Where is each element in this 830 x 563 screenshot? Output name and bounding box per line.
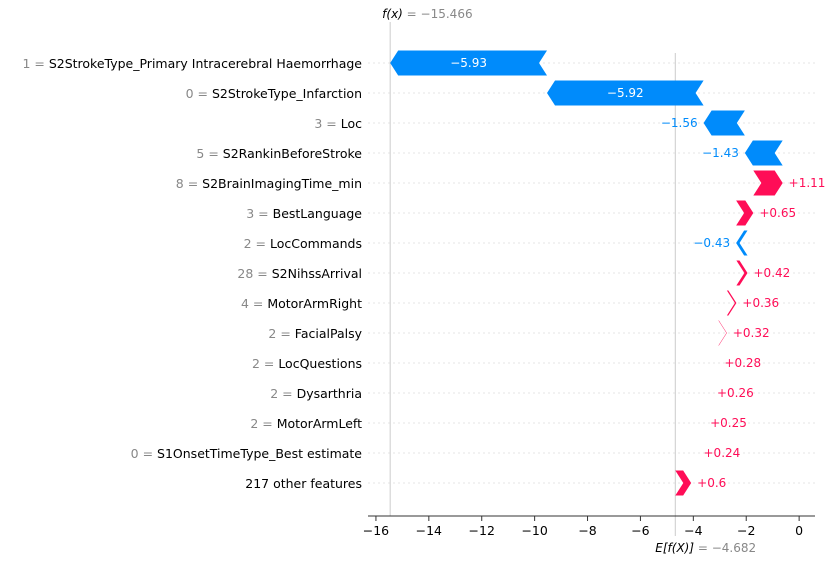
- feature-name: S2RankinBeforeStroke: [223, 146, 363, 161]
- contribution-bars: −5.93 −5.92 −1.56 −1.43 +1.11 +0.65 −0.43 +0.42…: [390, 50, 826, 496]
- bar-value-label: +1.11: [789, 176, 826, 190]
- fx-annotation: f(x) = −15.466: [382, 7, 472, 21]
- bar-value-label: −5.93: [450, 56, 487, 70]
- feature-name: S2StrokeType_Infarction: [212, 86, 362, 101]
- contribution-bar: [744, 140, 783, 166]
- feature-value: 0 =: [131, 446, 157, 461]
- feature-label: 2 = Dysarthria: [270, 386, 362, 401]
- contribution-bar: [675, 470, 692, 496]
- bar-value-label: +0.26: [717, 386, 754, 400]
- bar-value-label: −1.56: [661, 116, 698, 130]
- feature-name: S2StrokeType_Primary Intracerebral Haemo…: [49, 56, 362, 71]
- feature-value: 5 =: [196, 146, 222, 161]
- feature-name: MotorArmLeft: [277, 416, 362, 431]
- feature-name: FacialPalsy: [295, 326, 363, 341]
- feature-name: MotorArmRight: [267, 296, 362, 311]
- value-annotations: f(x) = −15.466 E[f(X)] = −4.682: [382, 7, 756, 555]
- feature-name: S2NihssArrival: [272, 266, 362, 281]
- x-tick-label: −6: [631, 523, 649, 538]
- feature-label: 8 = S2BrainImagingTime_min: [176, 176, 362, 191]
- feature-name: S2BrainImagingTime_min: [202, 176, 362, 191]
- bar-value-label: −1.43: [702, 146, 739, 160]
- feature-value: 3 =: [314, 116, 340, 131]
- feature-label: 2 = LocQuestions: [252, 356, 362, 371]
- feature-label: 2 = MotorArmLeft: [250, 416, 362, 431]
- feature-label: 28 = S2NihssArrival: [237, 266, 362, 281]
- feature-value: 28 =: [237, 266, 271, 281]
- bar-value-label: +0.6: [697, 476, 726, 490]
- bar-value-label: +0.28: [724, 356, 761, 370]
- x-tick-label: −14: [416, 523, 442, 538]
- feature-labels: 1 = S2StrokeType_Primary Intracerebral H…: [22, 56, 362, 491]
- contribution-bar: [390, 50, 548, 76]
- contribution-bar: [736, 230, 748, 256]
- feature-value: 8 =: [176, 176, 202, 191]
- feature-label: 0 = S1OnsetTimeType_Best estimate: [131, 446, 363, 461]
- bar-value-label: +0.25: [710, 416, 747, 430]
- x-tick-label: −4: [684, 523, 702, 538]
- feature-label: 2 = FacialPalsy: [268, 326, 362, 341]
- feature-value: 4 =: [241, 296, 267, 311]
- fx-label: f(x): [382, 7, 403, 21]
- bar-value-label: −5.92: [607, 86, 644, 100]
- feature-name: Dysarthria: [297, 386, 362, 401]
- feature-name: 217 other features: [245, 476, 362, 491]
- bar-value-label: +0.32: [733, 326, 770, 340]
- feature-label: 3 = Loc: [314, 116, 362, 131]
- x-tick-label: −2: [737, 523, 755, 538]
- feature-label: 5 = S2RankinBeforeStroke: [196, 146, 362, 161]
- feature-label: 3 = BestLanguage: [246, 206, 362, 221]
- feature-value: 2 =: [252, 356, 278, 371]
- feature-label: 0 = S2StrokeType_Infarction: [186, 86, 362, 101]
- contribution-bar: [703, 110, 745, 136]
- x-tick-label: −16: [363, 523, 389, 538]
- reference-lines: [389, 22, 676, 536]
- feature-value: 0 =: [186, 86, 212, 101]
- feature-value: 2 =: [268, 326, 294, 341]
- ex-value: = −4.682: [694, 541, 756, 555]
- x-tick-label: −10: [521, 523, 547, 538]
- feature-value: 3 =: [246, 206, 272, 221]
- feature-label: 4 = MotorArmRight: [241, 296, 362, 311]
- contribution-bar: [736, 260, 748, 286]
- contribution-bar: [753, 170, 783, 196]
- feature-value: 2 =: [244, 236, 270, 251]
- fx-value: = −15.466: [403, 7, 473, 21]
- feature-label: 217 other features: [245, 476, 362, 491]
- ex-label: E[f(X)]: [655, 541, 694, 555]
- x-tick-label: −12: [469, 523, 495, 538]
- bar-value-label: +0.65: [759, 206, 796, 220]
- ex-annotation: E[f(X)] = −4.682: [655, 541, 756, 555]
- x-tick-label: 0: [795, 523, 803, 538]
- feature-value: 1 =: [22, 56, 48, 71]
- feature-label: 1 = S2StrokeType_Primary Intracerebral H…: [22, 56, 362, 71]
- feature-value: 2 =: [250, 416, 276, 431]
- x-axis: −16 −14 −12 −10 −8 −6 −4 −2 0: [363, 515, 815, 538]
- contribution-bar: [547, 80, 704, 106]
- feature-value: 2 =: [270, 386, 296, 401]
- feature-name: BestLanguage: [273, 206, 363, 221]
- feature-name: S1OnsetTimeType_Best estimate: [157, 446, 362, 461]
- bar-value-label: +0.36: [742, 296, 779, 310]
- bar-value-label: +0.42: [754, 266, 791, 280]
- feature-name: LocCommands: [270, 236, 362, 251]
- feature-label: 2 = LocCommands: [244, 236, 362, 251]
- feature-name: Loc: [341, 116, 362, 131]
- feature-name: LocQuestions: [278, 356, 362, 371]
- row-gridlines: [368, 62, 815, 484]
- bar-value-label: −0.43: [693, 236, 730, 250]
- x-tick-label: −8: [578, 523, 596, 538]
- contribution-bar: [736, 200, 754, 226]
- bar-value-label: +0.24: [704, 446, 741, 460]
